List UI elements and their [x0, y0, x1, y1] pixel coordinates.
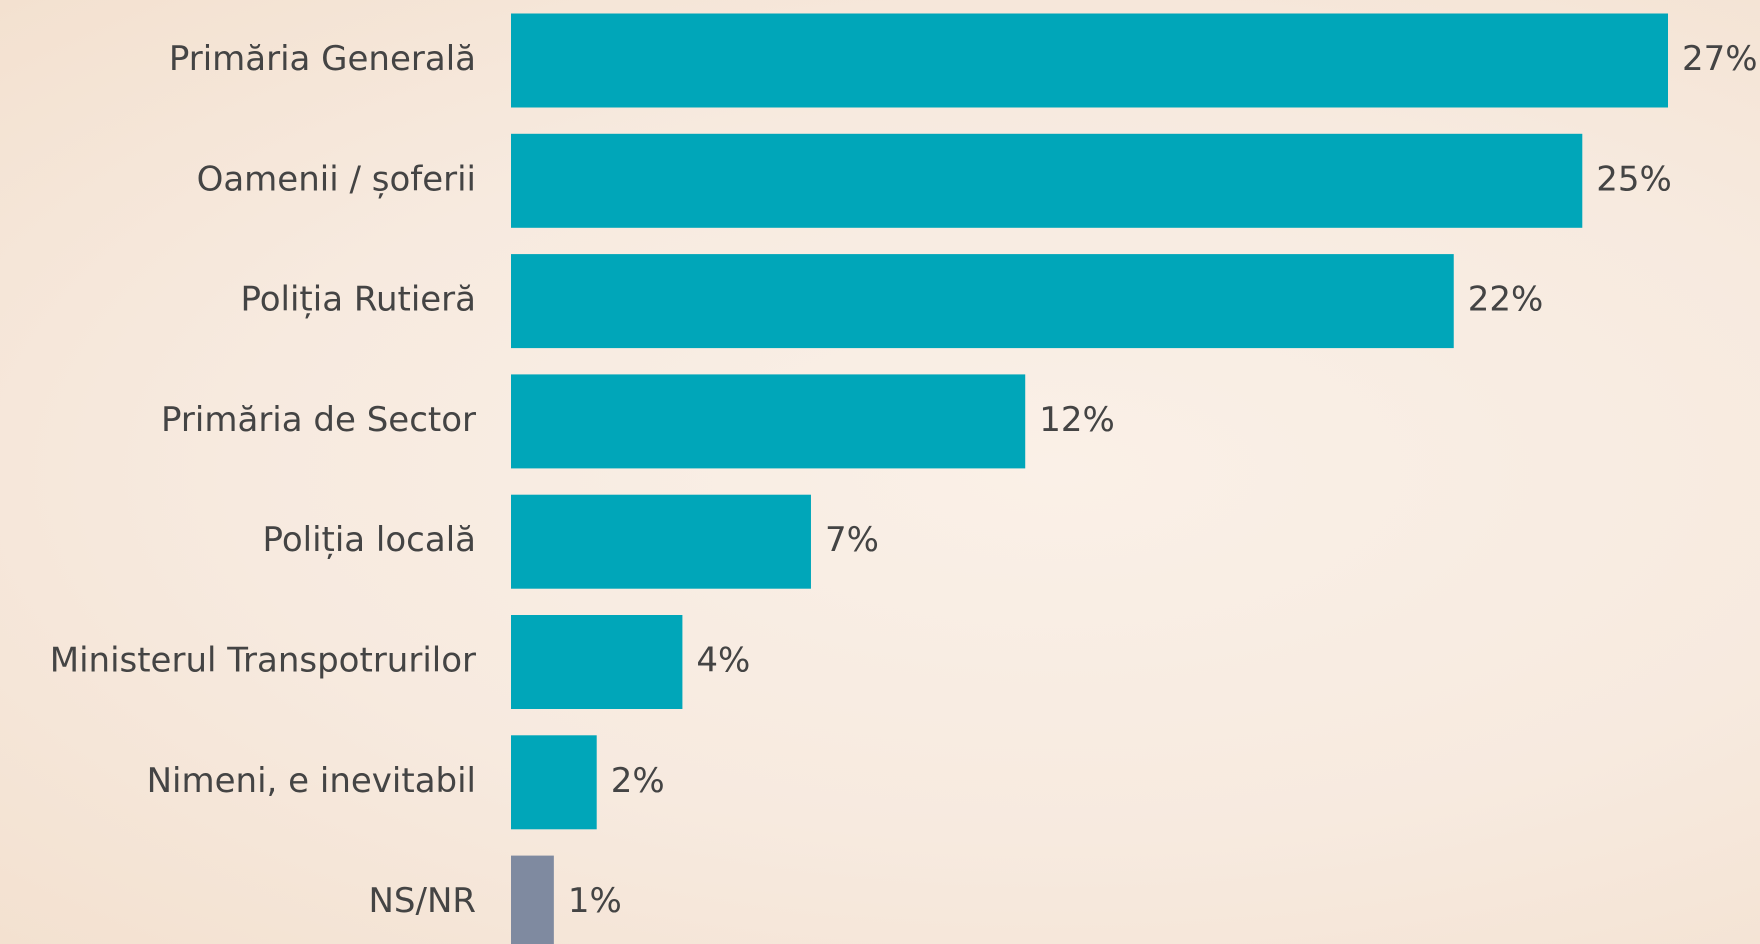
- value-label: 2%: [611, 761, 665, 801]
- value-label: 27%: [1682, 39, 1758, 79]
- value-label: 7%: [825, 520, 879, 560]
- category-label: Oamenii / șoferii: [197, 159, 476, 199]
- category-label: Poliția Rutieră: [240, 280, 476, 320]
- category-label: Primăria Generală: [169, 39, 476, 79]
- value-label: 22%: [1468, 280, 1544, 320]
- bar: [511, 254, 1454, 349]
- value-label: 4%: [696, 641, 750, 681]
- bar: [511, 735, 597, 830]
- category-label: Poliția locală: [263, 520, 476, 560]
- bar: [511, 374, 1026, 469]
- value-label: 25%: [1596, 159, 1672, 199]
- value-label: 1%: [568, 881, 622, 921]
- value-label: 12%: [1039, 400, 1115, 440]
- bar: [511, 615, 683, 709]
- category-label: Primăria de Sector: [161, 400, 476, 440]
- category-label: Nimeni, e inevitabil: [147, 761, 476, 801]
- bar: [511, 13, 1668, 108]
- category-label: Ministerul Transpotrurilor: [50, 641, 476, 681]
- bar: [511, 494, 811, 589]
- bar: [511, 855, 554, 944]
- category-label: NS/NR: [368, 881, 476, 921]
- bar: [511, 133, 1583, 228]
